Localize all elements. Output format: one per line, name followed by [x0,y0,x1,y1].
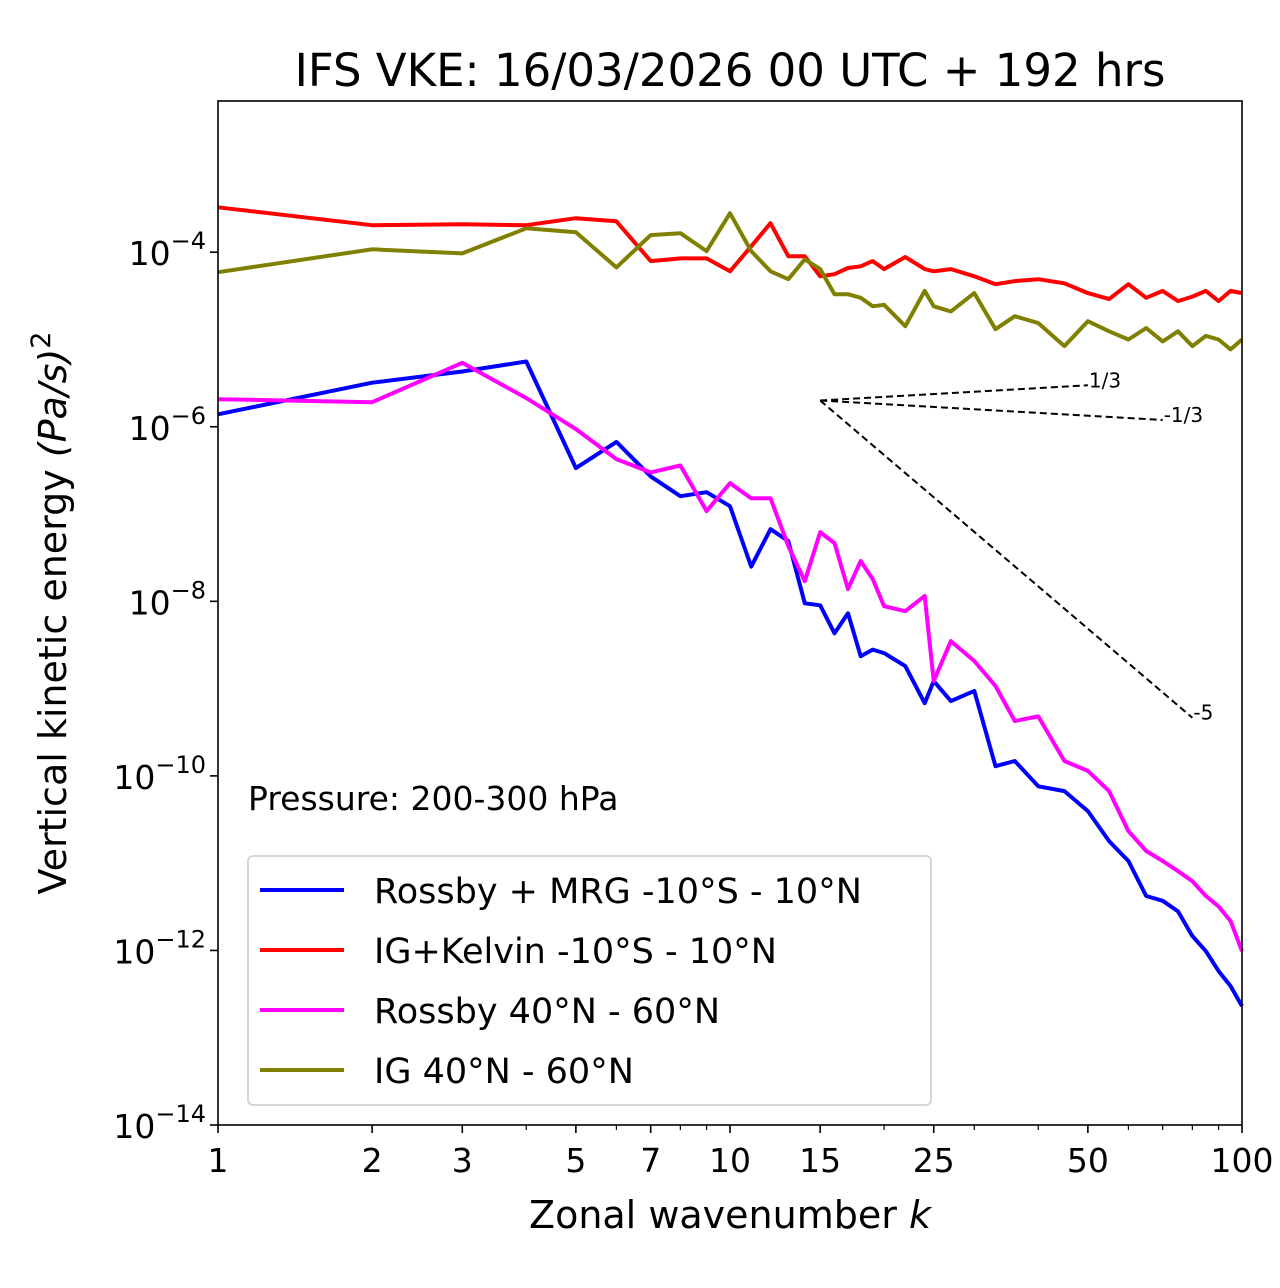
x-tick-label: 15 [799,1141,841,1180]
x-tick-label: 5 [565,1141,586,1180]
reference-line-2 [819,399,1194,719]
x-tick-label: 1 [208,1141,229,1180]
reference-line-1 [820,399,1163,421]
series-line-3 [217,211,1244,352]
reference-lines: 1/3 -1/3 -5 [819,368,1213,725]
x-tick-label: 10 [709,1141,751,1180]
y-tick-exponent: −14 [155,1100,206,1128]
legend-label-1: IG+Kelvin -10°S - 10°N [374,932,777,972]
x-axis-label: Zonal wavenumber k [529,1193,933,1237]
y-tick-base: 10 [113,1107,155,1146]
y-tick-label: 10−8 [129,576,206,622]
reference-line-label-1: -1/3 [1164,403,1203,427]
y-tick-label: 10−12 [113,925,206,971]
reference-line-0 [820,384,1088,402]
x-tick-label: 25 [913,1141,955,1180]
y-tick-base: 10 [113,758,155,797]
y-tick-exponent: −4 [171,227,206,255]
x-tick-label: 3 [452,1141,473,1180]
plot-lines [217,205,1244,1008]
reference-line-label-2: -5 [1193,701,1213,725]
reference-line-label-0: 1/3 [1089,368,1121,392]
y-tick-base: 10 [129,583,171,622]
y-tick-label: 10−4 [129,227,206,273]
x-axis-ticks: 1 2 3 5 7 10 15 25 50 100 [208,1125,1274,1180]
y-tick-label: 10−10 [113,751,206,797]
y-tick-exponent: −8 [171,576,206,604]
pressure-annotation: Pressure: 200-300 hPa [248,779,618,818]
y-tick-base: 10 [113,932,155,971]
series-line-0 [217,359,1244,1008]
x-axis-label-var: k [909,1193,933,1237]
x-tick-label: 100 [1211,1141,1274,1180]
legend-label-2: Rossby 40°N - 60°N [374,992,720,1032]
y-axis-label-var: (Pa/s) [31,349,75,457]
x-tick-label: 7 [640,1141,661,1180]
y-tick-label: 10−6 [129,402,206,448]
x-axis-label-text: Zonal wavenumber [529,1193,909,1237]
x-tick-label: 2 [362,1141,383,1180]
series-line-2 [217,360,1244,952]
y-axis-label: Vertical kinetic energy (Pa/s)2 [26,332,75,895]
legend-frame [247,855,932,1106]
y-tick-base: 10 [129,409,171,448]
legend-label-3: IG 40°N - 60°N [374,1052,634,1092]
legend: Rossby + MRG -10°S - 10°N IG+Kelvin -10°S… [247,855,932,1106]
legend-label-0: Rossby + MRG -10°S - 10°N [374,872,862,912]
y-axis-label-exp: 2 [26,332,57,349]
series-line-1 [217,205,1243,304]
x-tick-label: 50 [1067,1141,1109,1180]
y-tick-exponent: −10 [155,751,206,779]
chart-title: IFS VKE: 16/03/2026 00 UTC + 192 hrs [295,44,1166,97]
y-tick-exponent: −12 [155,925,206,953]
y-tick-base: 10 [129,234,171,273]
y-tick-label: 10−14 [113,1100,206,1146]
y-axis-label-text: Vertical kinetic energy [31,457,75,894]
y-tick-exponent: −6 [171,402,206,430]
